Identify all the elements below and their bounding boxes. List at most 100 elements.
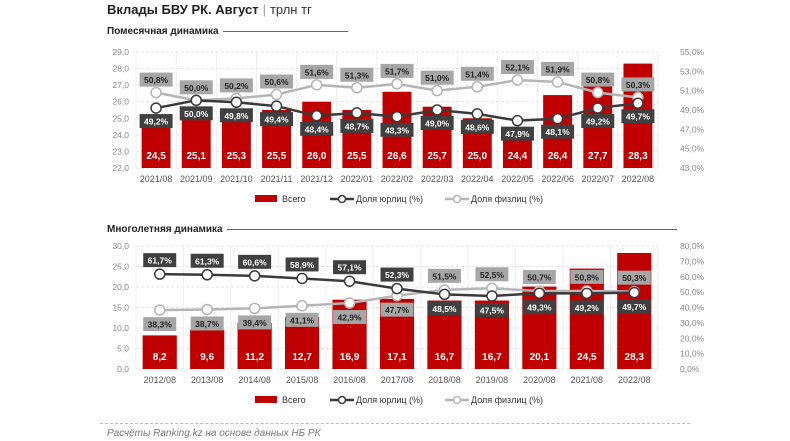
y-tick-label: 15,0 (112, 303, 129, 313)
bar-value-label: 20,1 (530, 352, 550, 363)
individual-share-label-text: 51,7% (385, 66, 410, 76)
bar-value-label: 16,9 (340, 352, 360, 363)
legal-share-point (248, 270, 261, 282)
individual-share-label: 51,9% (541, 61, 575, 76)
source-note: Расчёты Ranking.kz на основе данных НБ Р… (107, 428, 321, 439)
individual-share-point (511, 74, 524, 86)
bar (190, 329, 225, 369)
legal-share-point (431, 104, 443, 116)
individual-share-label-text: 50,7% (527, 273, 552, 283)
title-separator: | (262, 2, 266, 17)
individual-share-label: 51,7% (380, 63, 414, 78)
individual-share-label-text: 41,1% (290, 315, 315, 325)
individual-share-label-text: 50,8% (144, 75, 169, 85)
legend-swatch-total (255, 195, 277, 202)
legal-share-point (351, 107, 363, 119)
x-tick-label: 2018/08 (428, 375, 461, 385)
legal-share-label: 49,2% (581, 114, 615, 129)
x-tick-label: 2021/08 (571, 375, 604, 385)
legal-share-label-text: 47,9% (505, 129, 530, 139)
legal-share-label-text: 49,2% (144, 117, 169, 127)
legal-share-point (190, 94, 202, 107)
legal-share-point (270, 100, 283, 112)
y2-tick-label: 47,0% (680, 124, 705, 134)
individual-share-label-box (522, 270, 556, 285)
individual-share-label: 38,3% (143, 317, 177, 332)
section-rule (222, 30, 348, 32)
x-tick-label: 2020/08 (523, 375, 556, 385)
legal-share-label: 49,4% (260, 112, 294, 127)
legal-share-point (511, 114, 524, 127)
legal-share-label-text: 49,2% (586, 117, 611, 127)
individual-share-point (310, 79, 323, 91)
individual-share-label-box (139, 72, 173, 87)
y2-tick-label: 51,0% (680, 86, 705, 96)
legal-share-point (581, 287, 593, 300)
y2-tick-label: 49,0% (680, 105, 705, 115)
individual-share-label-text: 50,6% (264, 77, 289, 87)
legal-share-label: 48,4% (300, 121, 334, 136)
legal-share-point (201, 269, 213, 281)
legal-share-label-box (617, 299, 651, 314)
legal-share-label-text: 48,3% (385, 125, 410, 135)
legal-share-label-box (427, 301, 461, 316)
individual-share-point (551, 76, 564, 88)
legal-share-label: 48,1% (541, 124, 575, 139)
section-multiyear-heading: Многолетняя динамика (107, 224, 677, 235)
individual-share-label-text: 50,2% (224, 81, 249, 91)
bar-value-label: 17,1 (387, 352, 407, 363)
x-tick-label: 2016/08 (333, 375, 366, 385)
legal-share-label: 49,8% (219, 108, 253, 123)
legal-share-label-box (300, 121, 334, 136)
legal-share-label-box (581, 114, 615, 129)
multiyear-chart: 0,0 5,0 10,0 15,0 20,0 25,0 30,0 0,0% 10,0% 20,0%… (112, 241, 705, 405)
legend-label-individual: Доля физлиц (%) (471, 395, 543, 405)
legal-share-label-text: 48,7% (345, 121, 370, 131)
individual-share-label-box (260, 74, 294, 89)
individual-share-label-box (285, 312, 319, 327)
legal-share-label-text: 57,1% (337, 263, 362, 273)
bar-value-label: 25,0 (468, 151, 488, 162)
legal-share-label-box (500, 126, 534, 141)
individual-share-label-box (380, 63, 414, 78)
legend-label-legal: Доля юрлиц (%) (356, 395, 423, 405)
individual-share-label-text: 50,8% (575, 272, 600, 282)
individual-share-label-box (475, 267, 509, 282)
individual-share-point (343, 297, 356, 309)
legal-share-label-text: 50,0% (184, 109, 209, 119)
y-tick-label: 24,0 (112, 130, 129, 140)
bar-value-label: 8,2 (153, 352, 167, 363)
individual-share-point (201, 303, 213, 316)
bar-value-label: 27,7 (588, 151, 608, 162)
legal-share-label: 52,3% (380, 267, 414, 282)
legal-share-point (486, 290, 498, 302)
individual-share-point (592, 86, 604, 99)
individual-share-label-box (617, 270, 651, 285)
legal-share-label: 60,6% (238, 254, 272, 269)
individual-share-label-box (541, 61, 575, 76)
legend-marker-individual (452, 395, 462, 405)
individual-share-label: 38,7% (190, 316, 224, 331)
y-tick-label: 29,0 (112, 47, 129, 57)
bar (237, 323, 272, 369)
legal-share-label-box (475, 302, 509, 317)
section-monthly-title: Помесячная динамика (107, 26, 219, 37)
y2-tick-label: 30,0% (680, 318, 705, 328)
legal-share-point (632, 97, 644, 109)
legal-share-point (628, 286, 641, 299)
x-tick-label: 2014/08 (238, 375, 271, 385)
y-tick-label: 23,0 (112, 146, 129, 156)
legal-share-label-box (190, 253, 224, 268)
bar-value-label: 28,3 (625, 352, 645, 363)
legal-share-point (551, 112, 564, 125)
y2-tick-label: 45,0% (680, 144, 705, 154)
y-tick-label: 30,0 (112, 241, 129, 251)
individual-share-label: 41,1% (285, 312, 319, 327)
y2-tick-label: 10,0% (680, 349, 705, 359)
individual-share-point (471, 81, 484, 93)
individual-share-label: 50,0% (179, 80, 213, 95)
individual-share-point (431, 84, 443, 97)
legend-marker-legal (337, 194, 347, 204)
x-tick-label: 2021/12 (300, 174, 333, 184)
legal-share-label-text: 49,0% (425, 119, 450, 129)
